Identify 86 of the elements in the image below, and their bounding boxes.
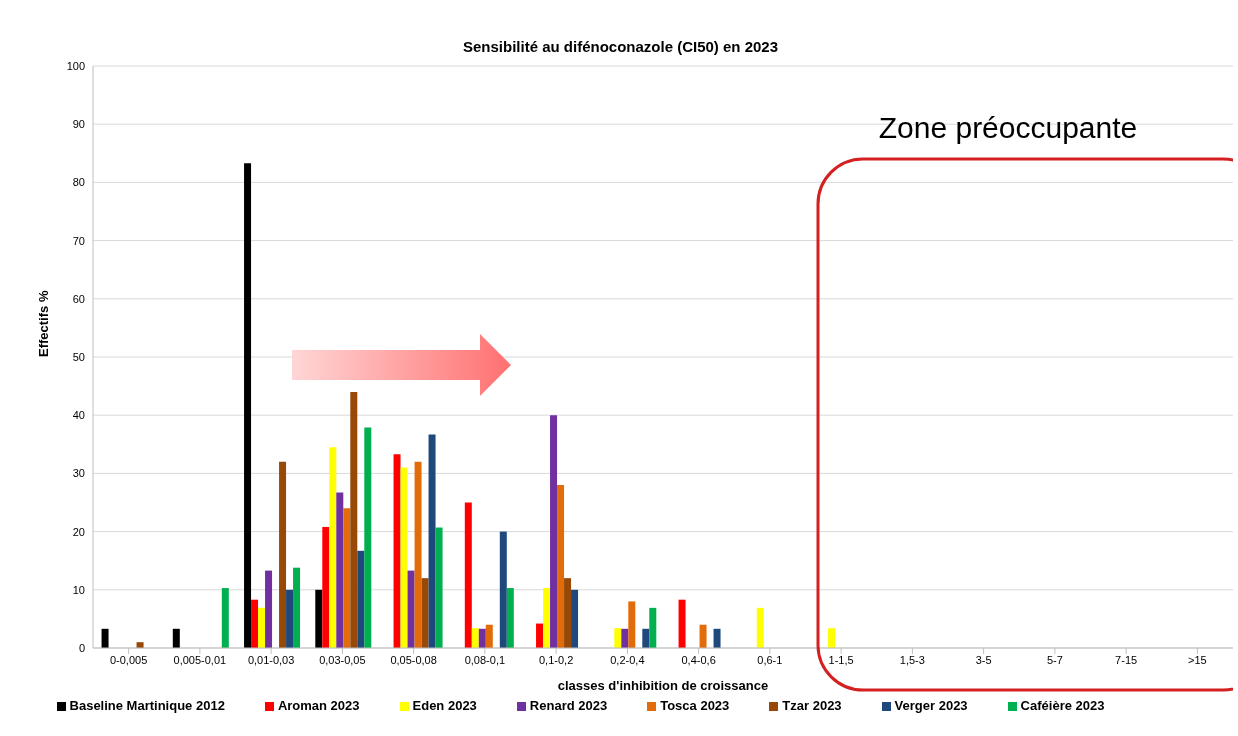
bar xyxy=(506,588,514,648)
bar xyxy=(464,502,472,648)
bar xyxy=(485,624,493,648)
bar xyxy=(350,391,358,648)
bar xyxy=(828,628,836,648)
bar xyxy=(343,508,351,648)
y-tick-label: 60 xyxy=(72,292,85,305)
bar xyxy=(543,588,551,648)
bar xyxy=(265,570,273,648)
bar xyxy=(536,623,544,648)
x-tick-label: 0,05-0,08 xyxy=(390,653,437,666)
bar xyxy=(564,578,572,648)
bar xyxy=(649,607,657,648)
legend-label: Tosca 2023 xyxy=(660,698,730,713)
x-tick-label: 0,6-1 xyxy=(757,653,783,666)
bar xyxy=(428,434,436,648)
bar xyxy=(315,589,323,648)
bar xyxy=(407,570,415,648)
bar xyxy=(678,599,686,648)
bar xyxy=(421,578,429,648)
x-tick-label: 0,4-0,6 xyxy=(681,653,716,666)
legend-label: Caféière 2023 xyxy=(1020,698,1105,713)
bar xyxy=(435,527,443,648)
bar xyxy=(550,415,558,648)
legend-label: Renard 2023 xyxy=(529,698,608,713)
legend-label: Baseline Martinique 2012 xyxy=(69,698,225,713)
bar xyxy=(357,550,365,648)
y-tick-label: 40 xyxy=(72,409,85,422)
x-tick-label: 1-1,5 xyxy=(828,653,854,666)
bar xyxy=(279,461,287,648)
x-tick-label: 0,08-0,1 xyxy=(464,653,506,666)
legend-label: Verger 2023 xyxy=(894,698,968,713)
bar xyxy=(621,628,629,648)
bar xyxy=(221,588,229,648)
legend-label: Tzar 2023 xyxy=(782,698,842,713)
y-tick-label: 10 xyxy=(72,583,85,596)
x-tick-label: 0,01-0,03 xyxy=(247,653,295,666)
y-tick-label: 50 xyxy=(72,350,85,363)
x-tick-label: 1,5-3 xyxy=(899,653,925,666)
y-tick-label: 20 xyxy=(72,525,85,538)
y-tick-label: 70 xyxy=(72,234,85,247)
y-tick-label: 0 xyxy=(78,641,85,654)
bar xyxy=(713,628,721,648)
x-tick-label: 0,2-0,4 xyxy=(610,653,645,666)
legend-label: Aroman 2023 xyxy=(277,698,360,713)
bar xyxy=(414,461,422,648)
bar xyxy=(329,447,337,648)
bar xyxy=(557,485,565,648)
bar xyxy=(172,628,180,648)
x-tick-label: 0,03-0,05 xyxy=(319,653,366,666)
bar xyxy=(393,454,401,648)
bar xyxy=(478,628,486,648)
bar xyxy=(322,526,330,648)
y-tick-label: 100 xyxy=(66,59,85,72)
bar xyxy=(614,628,622,648)
chart-title: Sensibilité au difénoconazole (CI50) en 2023 xyxy=(461,38,780,55)
x-tick-label: 7-15 xyxy=(1115,653,1138,666)
bar xyxy=(336,492,344,648)
x-tick-label: 3-5 xyxy=(975,653,992,666)
x-axis-title: classes d'inhibition de croissance xyxy=(557,678,769,693)
bar xyxy=(286,589,294,648)
x-tick-label: 0,1-0,2 xyxy=(539,653,574,666)
bar xyxy=(471,628,479,648)
bar xyxy=(571,589,579,648)
bar xyxy=(251,599,259,648)
y-tick-label: 90 xyxy=(72,118,85,131)
x-tick-label: 5-7 xyxy=(1046,653,1063,666)
bar xyxy=(699,624,707,648)
x-tick-label: 0,005-0,01 xyxy=(173,653,227,666)
y-tick-label: 80 xyxy=(72,176,85,189)
bar xyxy=(642,628,650,648)
bar xyxy=(400,467,408,648)
bar xyxy=(628,601,636,648)
legend-label: Eden 2023 xyxy=(412,698,477,713)
bar xyxy=(258,607,266,648)
bar xyxy=(244,163,252,648)
annotation: Zone préoccupante xyxy=(878,111,1138,144)
y-axis-title: Effectifs % xyxy=(35,290,51,357)
bar xyxy=(364,427,372,648)
x-tick-label: >15 xyxy=(1188,653,1207,666)
bar xyxy=(756,607,764,648)
y-tick-label: 30 xyxy=(72,467,85,480)
bar xyxy=(499,531,507,648)
x-tick-label: 0-0,005 xyxy=(109,653,148,666)
bar xyxy=(101,628,109,648)
bar xyxy=(293,567,301,648)
